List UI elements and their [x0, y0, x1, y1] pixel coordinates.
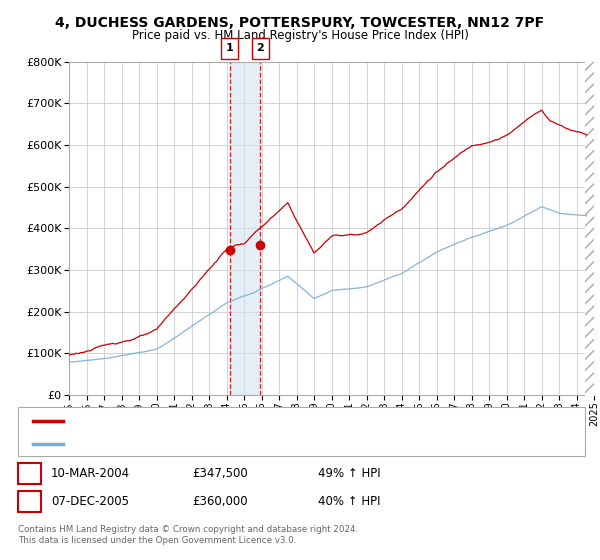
Text: 10-MAR-2004: 10-MAR-2004 — [51, 466, 130, 480]
Text: Contains HM Land Registry data © Crown copyright and database right 2024.
This d: Contains HM Land Registry data © Crown c… — [18, 525, 358, 545]
Text: 4, DUCHESS GARDENS, POTTERSPURY, TOWCESTER, NN12 7PF (detached house): 4, DUCHESS GARDENS, POTTERSPURY, TOWCEST… — [69, 416, 473, 426]
Text: 1: 1 — [25, 466, 34, 480]
Text: £347,500: £347,500 — [192, 466, 248, 480]
Text: 49% ↑ HPI: 49% ↑ HPI — [318, 466, 380, 480]
Text: Price paid vs. HM Land Registry's House Price Index (HPI): Price paid vs. HM Land Registry's House … — [131, 29, 469, 42]
Text: 40% ↑ HPI: 40% ↑ HPI — [318, 494, 380, 508]
Text: 1: 1 — [226, 43, 234, 53]
Bar — [585, 62, 594, 395]
Text: £360,000: £360,000 — [192, 494, 248, 508]
Text: HPI: Average price, detached house, West Northamptonshire: HPI: Average price, detached house, West… — [69, 439, 371, 449]
Text: 4, DUCHESS GARDENS, POTTERSPURY, TOWCESTER, NN12 7PF: 4, DUCHESS GARDENS, POTTERSPURY, TOWCEST… — [55, 16, 545, 30]
Text: 2: 2 — [25, 494, 34, 508]
Text: 2: 2 — [256, 43, 264, 53]
Bar — [230, 62, 260, 395]
Text: 07-DEC-2005: 07-DEC-2005 — [51, 494, 129, 508]
